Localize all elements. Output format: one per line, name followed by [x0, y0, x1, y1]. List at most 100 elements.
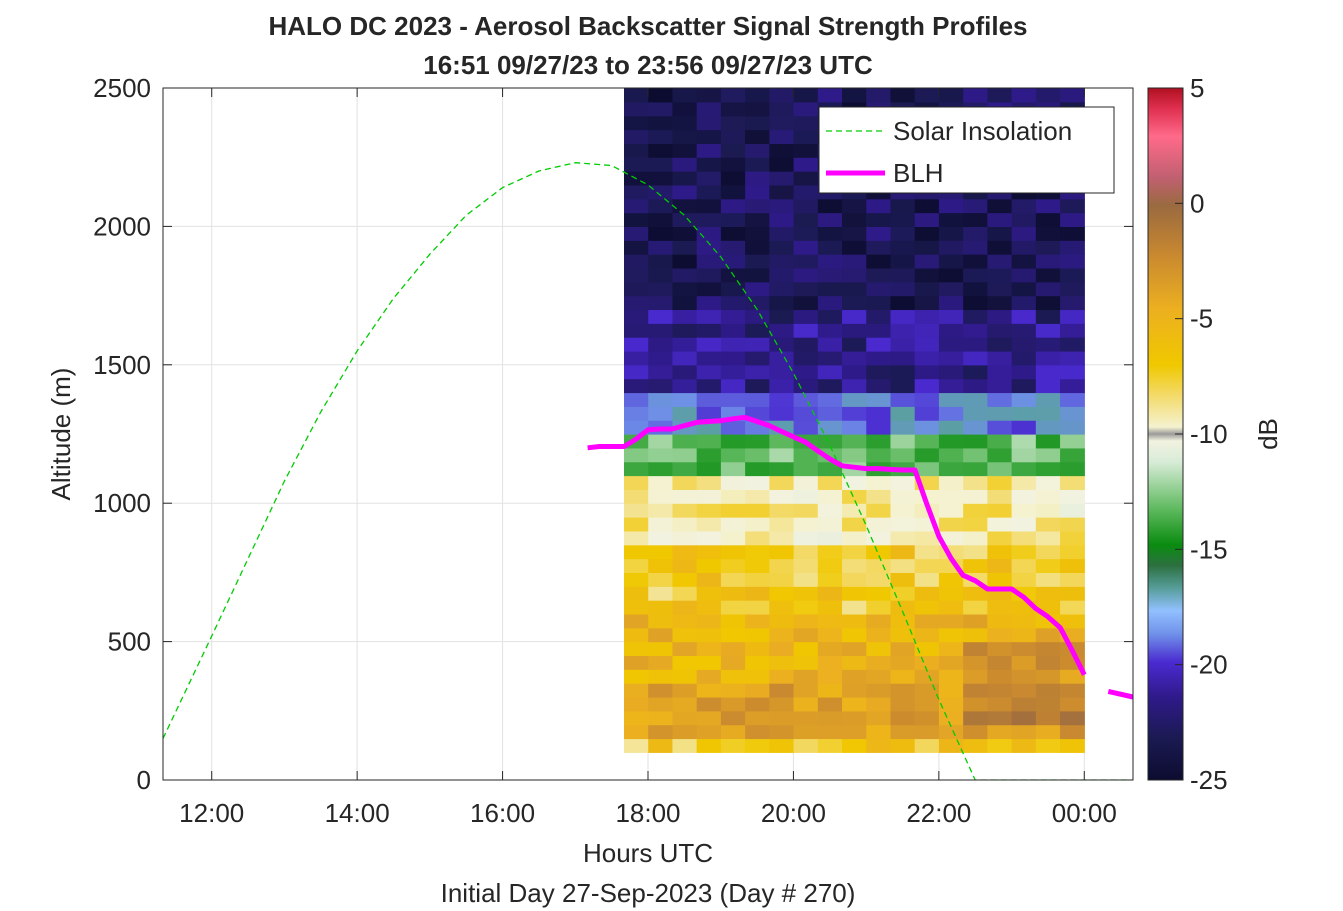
heatmap-cell: [963, 350, 988, 366]
heatmap-cell: [696, 143, 722, 158]
heatmap-cell: [1035, 724, 1061, 740]
heatmap-cell: [720, 461, 746, 477]
heatmap-cell: [1060, 309, 1085, 324]
heatmap-cell: [745, 254, 770, 269]
heatmap-cell: [769, 669, 795, 684]
legend-solar-label: Solar Insolation: [893, 116, 1072, 146]
heatmap-cell: [890, 350, 916, 366]
heatmap-cell: [1011, 517, 1037, 532]
heatmap-cell: [890, 212, 916, 227]
heatmap-cell: [963, 309, 988, 324]
heatmap-cell: [745, 600, 770, 615]
heatmap-cell: [938, 475, 964, 490]
heatmap-cell: [648, 613, 674, 629]
heatmap-cell: [745, 517, 770, 532]
solar-insolation-line: [163, 162, 1133, 780]
heatmap-cell: [866, 350, 892, 366]
heatmap-cell: [842, 655, 867, 670]
heatmap-cell: [1060, 724, 1085, 740]
heatmap-cell: [672, 655, 698, 670]
heatmap-cell: [1060, 337, 1085, 352]
heatmap-cell: [1060, 669, 1085, 684]
heatmap-cell: [1035, 503, 1061, 518]
heatmap-cell: [938, 696, 964, 712]
heatmap-cell: [866, 364, 892, 380]
heatmap-cell: [914, 406, 940, 421]
heatmap-cell: [793, 503, 819, 518]
heatmap-cell: [866, 544, 892, 560]
heatmap-cell: [842, 530, 867, 546]
heatmap-cell: [745, 240, 770, 255]
heatmap-cell: [1035, 696, 1061, 712]
heatmap-cell: [696, 88, 722, 103]
heatmap-cell: [648, 88, 674, 103]
heatmap-cell: [987, 489, 1013, 504]
heatmap-cell: [1011, 364, 1037, 380]
heatmap-cell: [1035, 586, 1061, 601]
heatmap-cell: [914, 600, 940, 615]
heatmap-cell: [648, 378, 674, 394]
heatmap-cell: [793, 475, 819, 490]
heatmap-cell: [890, 489, 916, 504]
heatmap-cell: [672, 115, 698, 131]
heatmap-cell: [914, 447, 940, 463]
heatmap-cell: [1011, 710, 1037, 726]
heatmap-cell: [720, 420, 746, 435]
heatmap-cell: [672, 350, 698, 366]
heatmap-cell: [1011, 558, 1037, 573]
heatmap-cell: [1035, 544, 1061, 560]
heatmap-cell: [696, 503, 722, 518]
heatmap-cell: [866, 517, 892, 532]
heatmap-cell: [963, 530, 988, 546]
x-tick-label: 16:00: [470, 798, 535, 828]
heatmap-cell: [963, 420, 988, 435]
colorbar-tick-label: -15: [1190, 534, 1228, 564]
heatmap-cell: [648, 198, 674, 214]
heatmap-cell: [793, 586, 819, 601]
heatmap-cell: [938, 641, 964, 657]
heatmap-cell: [648, 738, 674, 753]
heatmap-cell: [696, 115, 722, 131]
heatmap-cell: [890, 309, 916, 324]
heatmap-cell: [938, 586, 964, 601]
heatmap-cell: [745, 392, 770, 407]
heatmap-cell: [672, 489, 698, 504]
heatmap-cell: [624, 627, 649, 643]
heatmap-cell: [866, 710, 892, 726]
heatmap-cell: [963, 613, 988, 629]
heatmap-cell: [648, 240, 674, 255]
heatmap-cell: [745, 295, 770, 311]
heatmap-cell: [720, 157, 746, 172]
heatmap-cell: [1060, 323, 1085, 338]
heatmap-cell: [793, 309, 819, 324]
y-axis-label: Altitude (m): [46, 368, 76, 501]
heatmap-cell: [720, 613, 746, 629]
heatmap-cell: [1035, 198, 1061, 214]
heatmap-cell: [745, 724, 770, 740]
heatmap-cell: [672, 517, 698, 532]
heatmap-cell: [817, 613, 843, 629]
heatmap-cell: [672, 461, 698, 477]
heatmap-cell: [842, 517, 867, 532]
heatmap-cell: [624, 198, 649, 214]
y-axis: 0 500 1000 1500 2000 2500: [93, 73, 1133, 795]
heatmap-cell: [648, 600, 674, 615]
heatmap-cell: [769, 129, 795, 144]
heatmap-cell: [1011, 738, 1037, 753]
heatmap-cell: [672, 267, 698, 283]
heatmap-cell: [672, 184, 698, 200]
heatmap-cell: [648, 143, 674, 158]
heatmap-cell: [938, 364, 964, 380]
heatmap-cell: [963, 434, 988, 449]
chart-title: HALO DC 2023 - Aerosol Backscatter Signa…: [268, 11, 1027, 41]
heatmap-cell: [624, 406, 649, 421]
heatmap-cell: [793, 364, 819, 380]
heatmap-cell: [769, 683, 795, 698]
heatmap-cell: [817, 641, 843, 657]
heatmap-cell: [793, 600, 819, 615]
colorbar-tick-label: 0: [1190, 188, 1204, 218]
heatmap-cell: [1060, 517, 1085, 532]
heatmap-cell: [648, 295, 674, 311]
heatmap-cell: [817, 489, 843, 504]
heatmap-cell: [890, 295, 916, 311]
